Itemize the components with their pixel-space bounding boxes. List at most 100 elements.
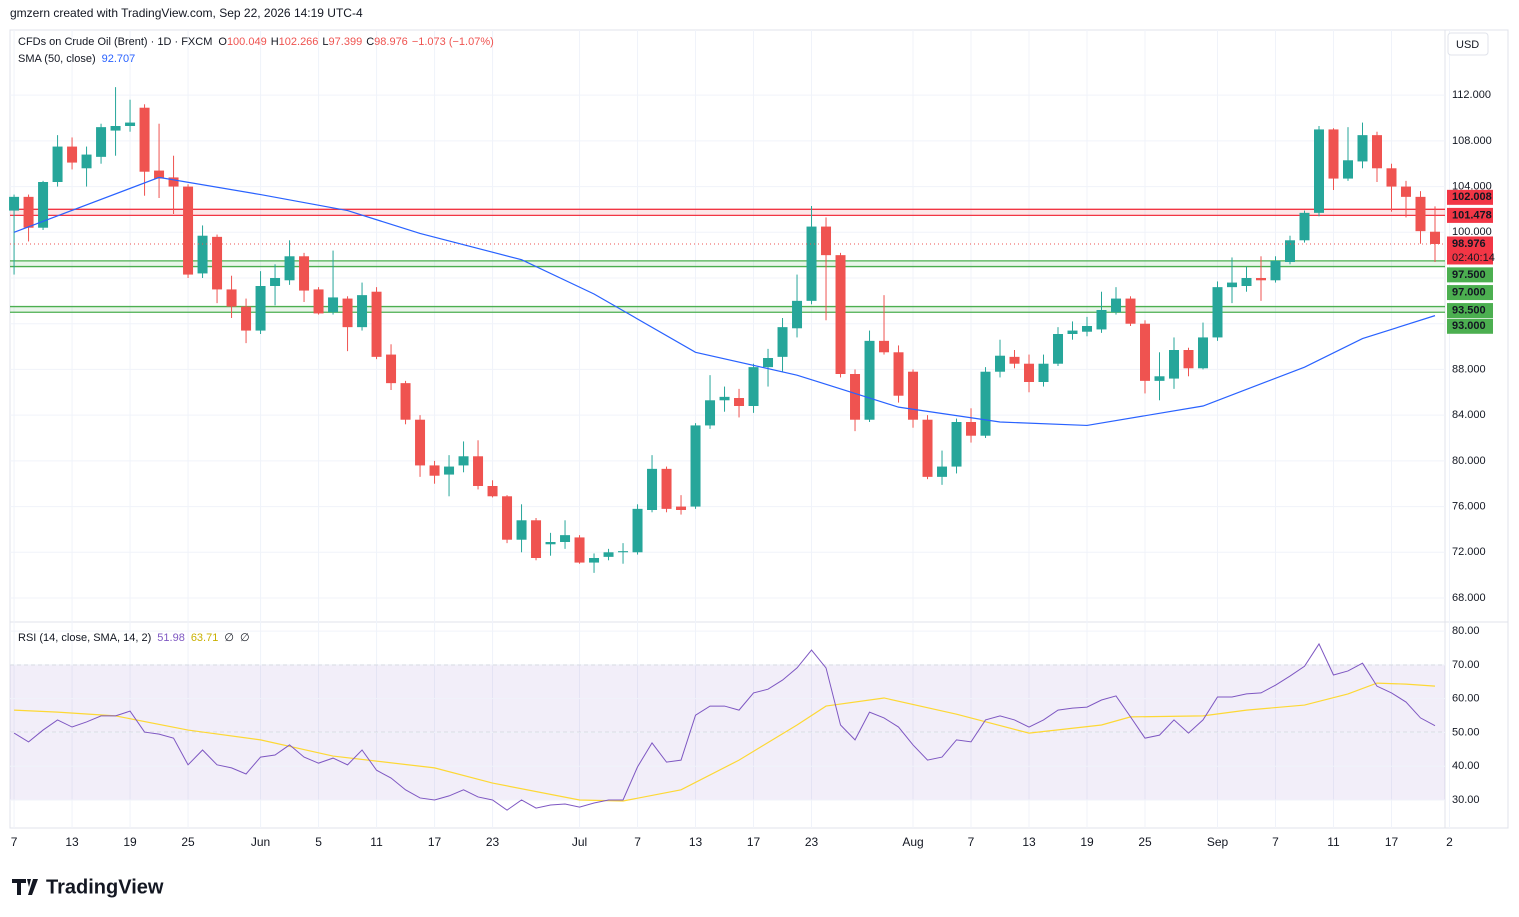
x-tick-label: Jul: [572, 835, 587, 849]
candle-body: [618, 551, 629, 553]
rsi-legend: RSI (14, close, SMA, 14, 2) 51.98 63.71 ∅ ∅: [18, 632, 250, 644]
symbol: CFDs on Crude Oil (Brent) · 1D · FXCM: [18, 36, 212, 48]
candle-body: [1256, 278, 1267, 281]
candle-body: [502, 496, 513, 540]
candle-body: [806, 226, 817, 301]
candle-body: [1328, 129, 1339, 179]
x-tick-label: 13: [1022, 835, 1036, 849]
candle-body: [690, 425, 701, 507]
ohlc-value: 100.049: [227, 36, 267, 48]
x-tick-label: 7: [1272, 835, 1279, 849]
candle-body: [516, 520, 527, 540]
frame: [9, 29, 1509, 829]
empty: ∅: [224, 632, 234, 644]
candle-body: [212, 236, 223, 290]
candle-body: [1241, 278, 1252, 286]
candle-body: [1342, 160, 1353, 179]
candle-body: [487, 486, 498, 497]
candle-body: [1314, 129, 1325, 213]
x-tick-label: 13: [689, 835, 703, 849]
sma-value: 92.707: [102, 53, 136, 65]
currency[interactable]: USD: [1456, 39, 1479, 51]
y-tick-label: 72.000: [1452, 546, 1486, 558]
x-tick-label: 23: [805, 835, 819, 849]
level-label: 97.500: [1452, 269, 1486, 281]
ohlc-value: 98.976: [374, 36, 408, 48]
candle-body: [748, 367, 759, 406]
candle-body: [110, 126, 121, 131]
candle-body: [241, 306, 252, 331]
x-tick-label: 7: [634, 835, 641, 849]
candle-body: [255, 286, 266, 331]
rsi-tick-label: 30.00: [1452, 794, 1480, 806]
candle-body: [676, 506, 687, 510]
ohlc-value: 102.266: [279, 36, 319, 48]
x-tick-label: 17: [747, 835, 761, 849]
candle-body: [647, 468, 658, 510]
candle-body: [1198, 337, 1209, 369]
candle-body: [52, 146, 63, 182]
rsi-tick-label: 70.00: [1452, 659, 1480, 671]
rsi-tick-label: 40.00: [1452, 760, 1480, 772]
x-tick-label: 19: [123, 835, 137, 849]
ohlc-letter: L: [322, 36, 328, 48]
x-tick-label: 7: [968, 835, 975, 849]
candle-body: [560, 535, 571, 542]
x-tick-label: 5: [315, 835, 322, 849]
change: −1.073 (−1.07%): [412, 36, 494, 48]
level-label: 102.008: [1452, 191, 1492, 203]
ohlc-value: 97.399: [329, 36, 363, 48]
y-tick-label: 108.000: [1452, 135, 1492, 147]
candle-body: [1067, 330, 1078, 334]
ohlc-letter: H: [271, 36, 279, 48]
plot: [9, 87, 1445, 811]
candle-body: [1125, 298, 1136, 324]
x-tick-label: 19: [1080, 835, 1094, 849]
candle-body: [603, 552, 614, 557]
candle-body: [139, 107, 150, 172]
candle-body: [415, 419, 426, 466]
candle-body: [342, 298, 353, 328]
candle-body: [154, 170, 165, 179]
candle-body: [168, 177, 179, 187]
candle-body: [632, 508, 643, 553]
candle-body: [1285, 240, 1296, 262]
rsi-tick-label: 80.00: [1452, 625, 1480, 637]
rsi-name: RSI (14, close, SMA, 14, 2): [18, 632, 151, 644]
y-tick-label: 100.000: [1452, 226, 1492, 238]
symbol-legend: CFDs on Crude Oil (Brent) · 1D · FXCM O10…: [18, 36, 494, 48]
x-tick-label: Sep: [1207, 835, 1229, 849]
candle-body: [777, 327, 788, 357]
candle-body: [1270, 260, 1281, 281]
candle-body: [763, 358, 774, 368]
candle-body: [38, 182, 49, 228]
y-tick-label: 80.000: [1452, 455, 1486, 467]
candle-body: [574, 537, 585, 563]
candle-body: [980, 371, 991, 436]
candle-body: [1386, 168, 1397, 187]
rsi-sma-line: [14, 682, 1436, 802]
candle-body: [67, 146, 78, 163]
candle-body: [908, 371, 919, 420]
x-tick-label: 23: [486, 835, 500, 849]
rsi-tick-label: 50.00: [1452, 726, 1480, 738]
candle-body: [328, 297, 339, 313]
candle-body: [545, 542, 556, 545]
currency-button[interactable]: [1447, 32, 1489, 56]
candle-body: [1009, 356, 1020, 364]
candle-body: [1053, 334, 1064, 364]
x-tick-label: 7: [11, 835, 18, 849]
x-tick-label: 13: [65, 835, 79, 849]
credit: gmzern created with TradingView.com, Sep…: [10, 6, 363, 20]
candle-body: [835, 255, 846, 374]
candle-body: [400, 383, 411, 420]
candle-body: [531, 520, 542, 558]
candle-body: [951, 422, 962, 467]
empty: ∅: [240, 632, 250, 644]
ohlc-letter: C: [366, 36, 374, 48]
level-label: 97.000: [1452, 286, 1486, 298]
candle-body: [1096, 310, 1107, 330]
candle-body: [197, 235, 208, 274]
